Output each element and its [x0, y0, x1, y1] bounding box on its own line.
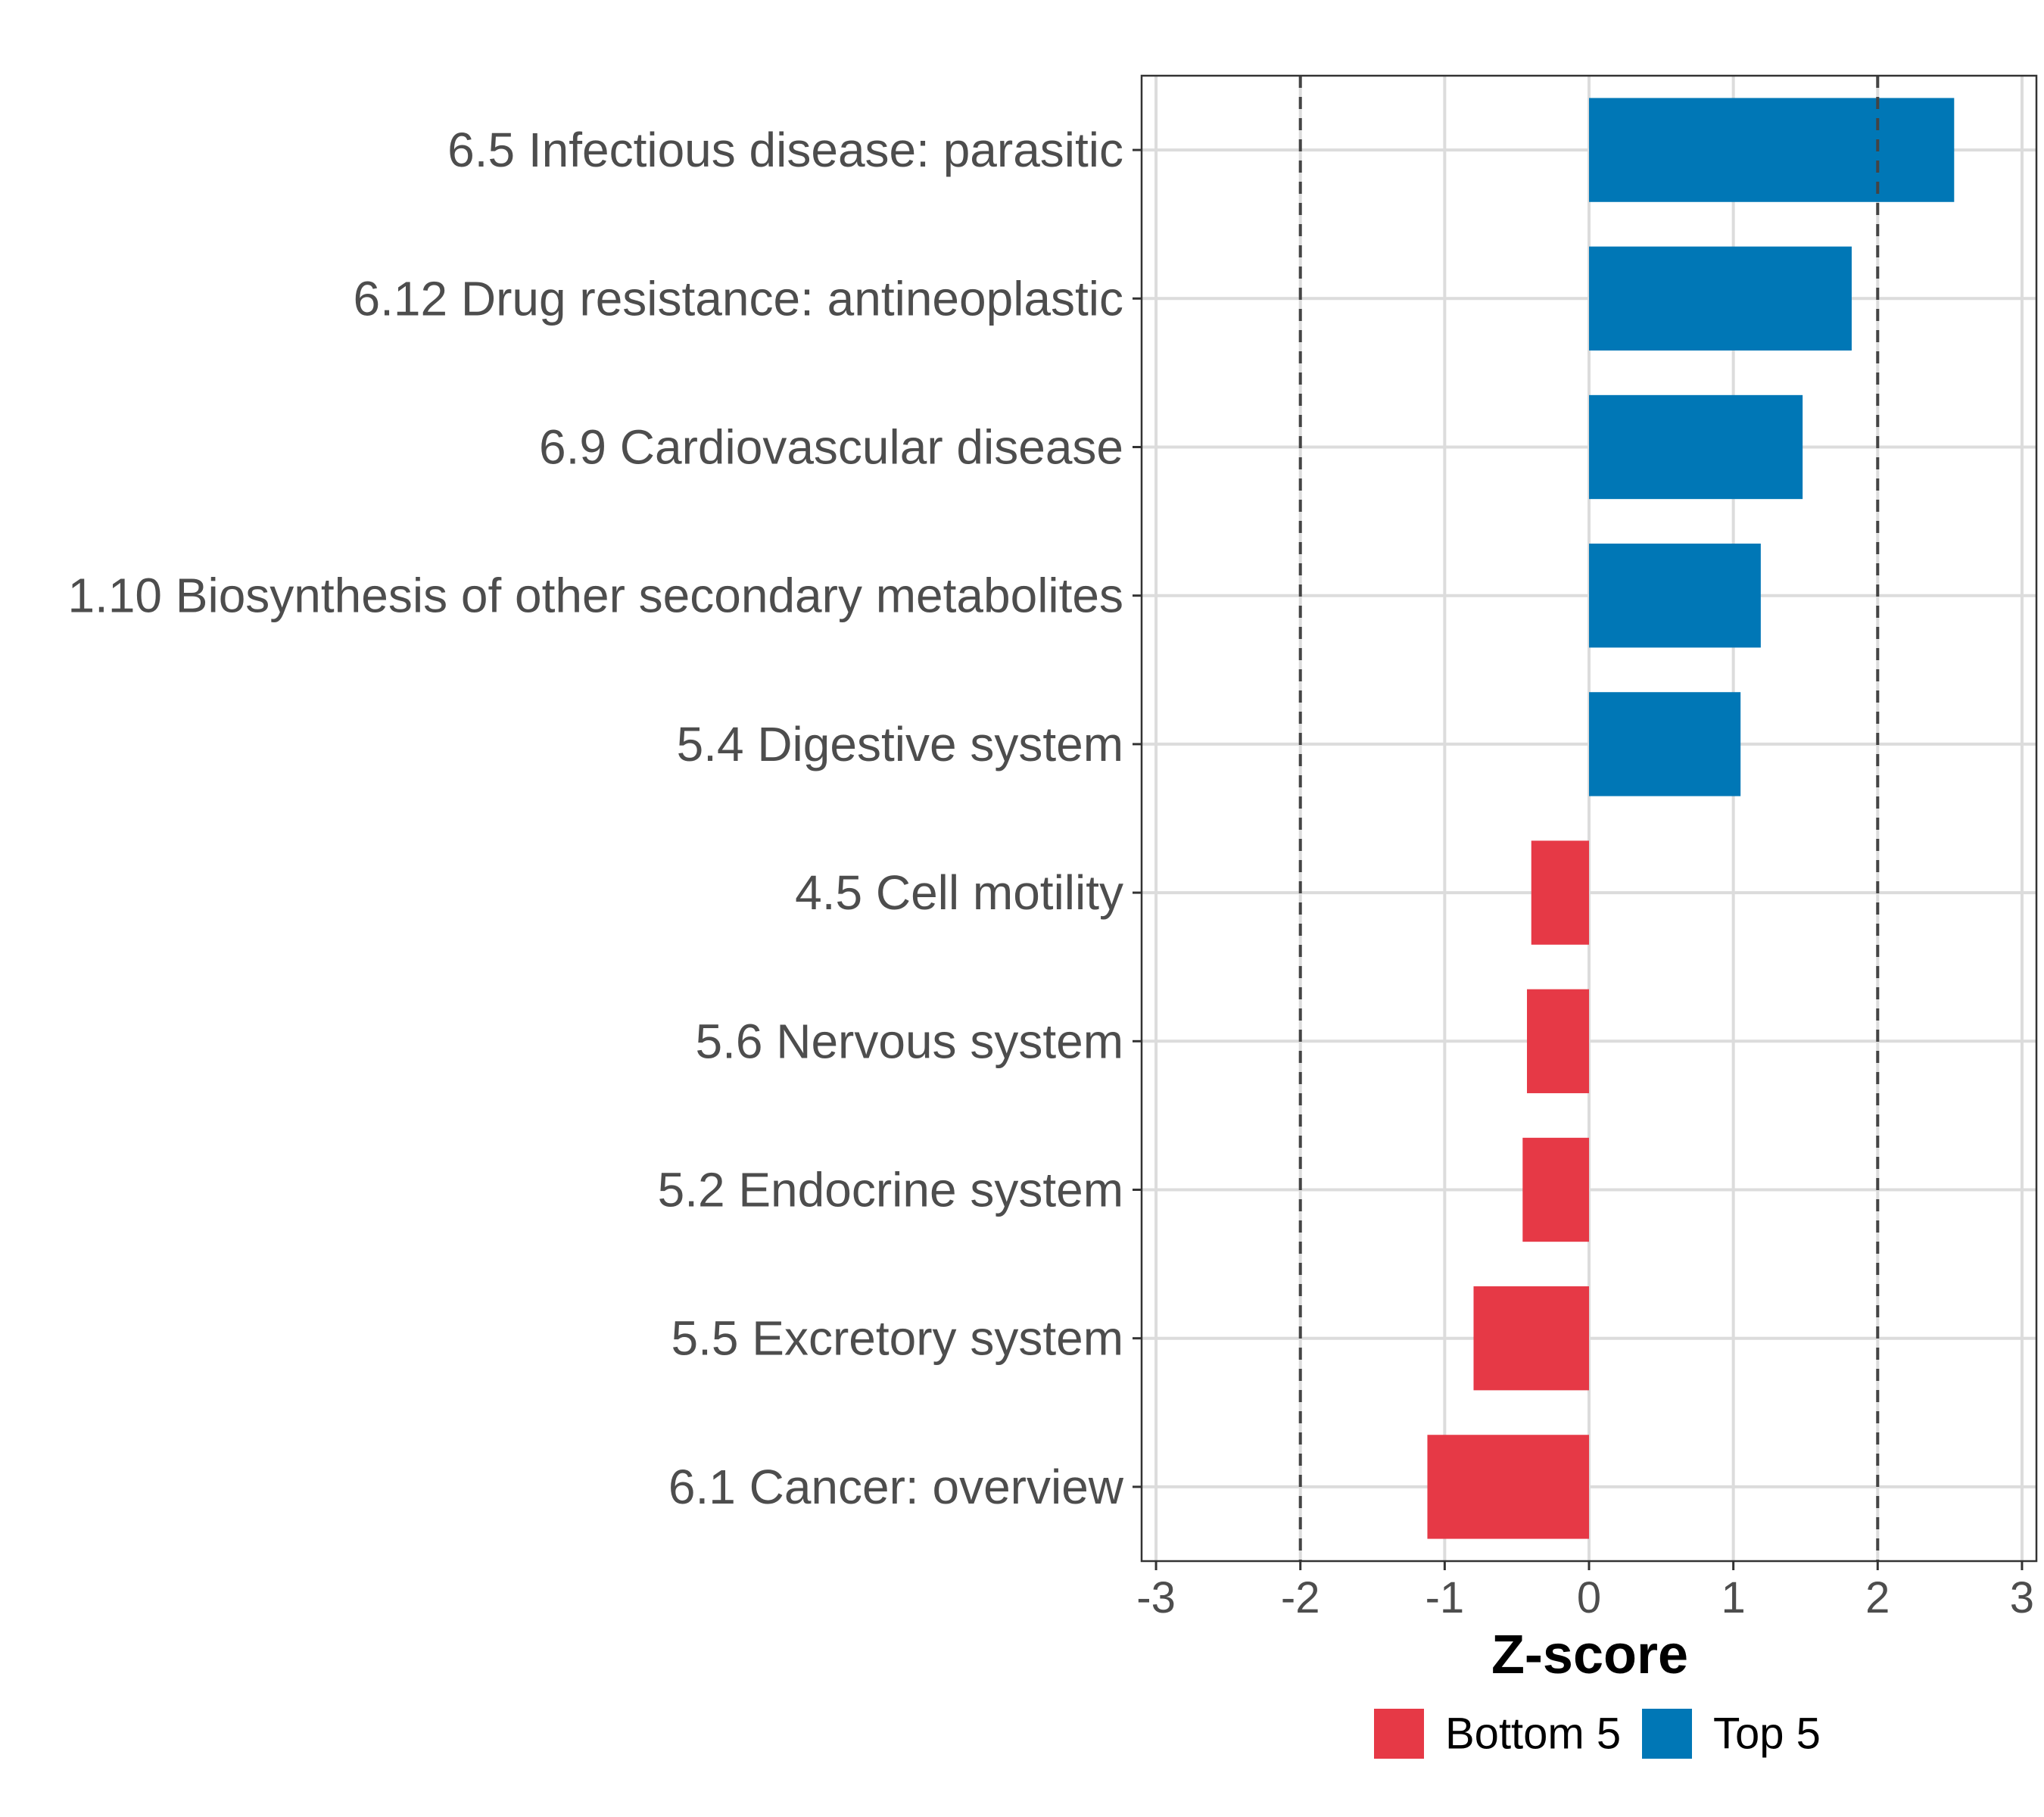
- bar: [1589, 246, 1852, 351]
- x-tick-label: -3: [1136, 1573, 1176, 1622]
- category-label: 6.1 Cancer: overview: [668, 1460, 1124, 1514]
- bar: [1589, 98, 1955, 202]
- bar: [1473, 1286, 1589, 1391]
- legend: Bottom 5 Top 5: [1374, 1709, 1821, 1759]
- x-tick-label: 2: [1865, 1573, 1890, 1622]
- x-tick-label: -2: [1281, 1573, 1320, 1622]
- y-axis: 6.5 Infectious disease: parasitic 6.12 Dr…: [67, 123, 1142, 1514]
- bars: [1427, 98, 1955, 1539]
- category-label: 6.5 Infectious disease: parasitic: [447, 123, 1123, 177]
- legend-key: [1374, 1709, 1424, 1759]
- category-label: 5.4 Digestive system: [677, 717, 1123, 771]
- x-tick-label: 1: [1722, 1573, 1746, 1622]
- x-tick-label: 3: [2010, 1573, 2034, 1622]
- x-tick-label: 0: [1577, 1573, 1601, 1622]
- category-label: 6.9 Cardiovascular disease: [539, 420, 1123, 475]
- x-tick-label: -1: [1426, 1573, 1465, 1622]
- x-axis-title: Z-score: [1491, 1625, 1688, 1685]
- bar: [1589, 692, 1741, 796]
- bar: [1522, 1137, 1589, 1242]
- category-label: 5.2 Endocrine system: [658, 1163, 1123, 1217]
- category-label: 1.10 Biosynthesis of other secondary met…: [67, 569, 1123, 623]
- category-label: 5.6 Nervous system: [695, 1014, 1123, 1068]
- bar: [1527, 989, 1589, 1093]
- category-label: 6.12 Drug resistance: antineoplastic: [354, 271, 1123, 326]
- x-axis: -3 -2 -1 0 1 2 3: [1136, 1561, 2034, 1622]
- bar: [1531, 840, 1589, 945]
- legend-label: Top 5: [1713, 1709, 1821, 1759]
- legend-label: Bottom 5: [1445, 1709, 1621, 1759]
- bar: [1589, 544, 1761, 648]
- legend-key: [1642, 1709, 1692, 1759]
- category-label: 4.5 Cell motility: [795, 865, 1123, 920]
- reference-lines: [1298, 76, 1880, 1561]
- bar: [1427, 1435, 1589, 1539]
- category-label: 5.5 Excretory system: [671, 1311, 1124, 1366]
- bar: [1589, 394, 1803, 500]
